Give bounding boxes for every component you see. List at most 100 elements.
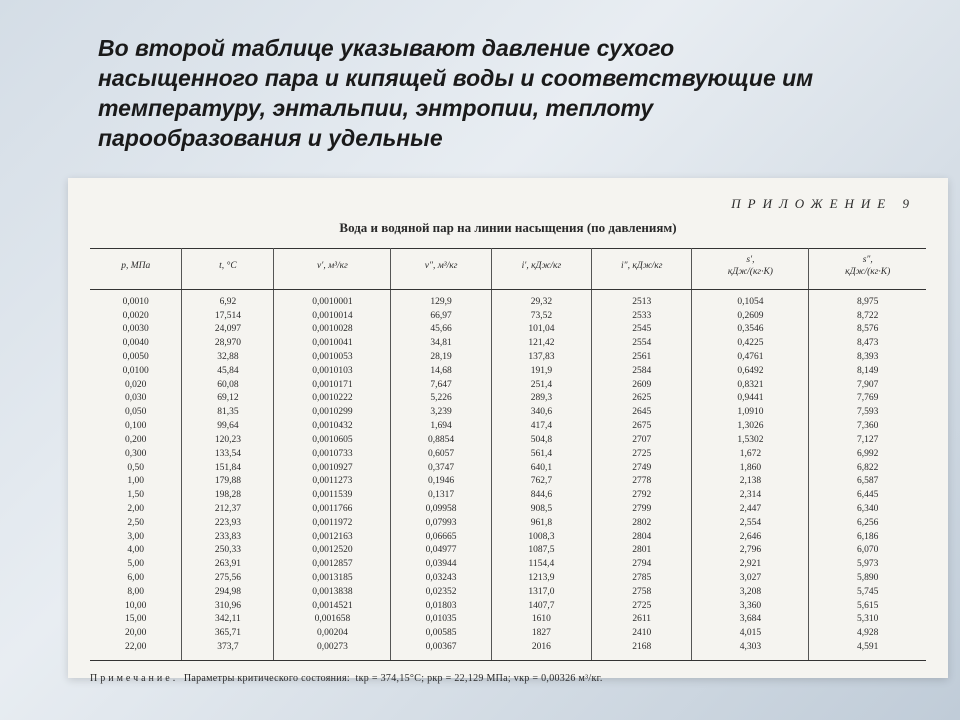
table-cell: 133,54 (182, 447, 274, 461)
table-cell: 4,303 (692, 641, 809, 661)
table-cell: 121,42 (491, 337, 591, 351)
table-cell: 4,00 (90, 544, 182, 558)
table-cell: 908,5 (491, 502, 591, 516)
table-cell: 2545 (592, 323, 692, 337)
table-cell: 22,00 (90, 641, 182, 661)
table-cell: 0,01035 (391, 613, 491, 627)
table-cell: 2799 (592, 502, 692, 516)
footnote-label: Примечание. (90, 673, 178, 684)
table-cell: 0,00204 (274, 627, 391, 641)
table-cell: 7,647 (391, 378, 491, 392)
table-cell: 0,0010103 (274, 364, 391, 378)
table-cell: 7,907 (809, 378, 926, 392)
table-cell: 0,0011972 (274, 516, 391, 530)
table-cell: 5,890 (809, 572, 926, 586)
table-cell: 99,64 (182, 420, 274, 434)
table-cell: 120,23 (182, 433, 274, 447)
table-cell: 14,68 (391, 364, 491, 378)
saturation-data-table: p, МПаt, °Cv′, м³/кгv″, м³/кгi′, кДж/кгi… (90, 248, 926, 661)
table-cell: 0,100 (90, 420, 182, 434)
table-row: 4,00250,330,00125200,049771087,528012,79… (90, 544, 926, 558)
table-cell: 2609 (592, 378, 692, 392)
table-cell: 69,12 (182, 392, 274, 406)
table-cell: 844,6 (491, 489, 591, 503)
table-cell: 373,7 (182, 641, 274, 661)
table-row: 0,200120,230,00106050,8854504,827071,530… (90, 433, 926, 447)
table-cell: 1407,7 (491, 599, 591, 613)
table-cell: 1827 (491, 627, 591, 641)
table-cell: 29,32 (491, 289, 591, 309)
table-cell: 0,2609 (692, 309, 809, 323)
table-cell: 2016 (491, 641, 591, 661)
table-cell: 1,50 (90, 489, 182, 503)
column-header: v″, м³/кг (391, 249, 491, 290)
table-cell: 0,0012520 (274, 544, 391, 558)
table-cell: 5,00 (90, 558, 182, 572)
footnote-values: tкр = 374,15°C; pкр = 22,129 МПа; vкр = … (356, 673, 603, 684)
table-cell: 0,00367 (391, 641, 491, 661)
table-cell: 0,6492 (692, 364, 809, 378)
table-cell: 504,8 (491, 433, 591, 447)
table-row: 0,002017,5140,001001466,9773,5225330,260… (90, 309, 926, 323)
column-header: i′, кДж/кг (491, 249, 591, 290)
table-cell: 2561 (592, 351, 692, 365)
table-cell: 275,56 (182, 572, 274, 586)
table-cell: 0,0030 (90, 323, 182, 337)
table-cell: 0,200 (90, 433, 182, 447)
table-cell: 3,360 (692, 599, 809, 613)
table-cell: 7,127 (809, 433, 926, 447)
table-cell: 0,06665 (391, 530, 491, 544)
table-cell: 289,3 (491, 392, 591, 406)
table-cell: 365,71 (182, 627, 274, 641)
table-cell: 0,030 (90, 392, 182, 406)
table-cell: 2725 (592, 447, 692, 461)
table-row: 6,00275,560,00131850,032431213,927853,02… (90, 572, 926, 586)
table-cell: 0,03243 (391, 572, 491, 586)
table-cell: 17,514 (182, 309, 274, 323)
table-cell: 0,04977 (391, 544, 491, 558)
table-cell: 2792 (592, 489, 692, 503)
table-cell: 28,19 (391, 351, 491, 365)
table-cell: 2725 (592, 599, 692, 613)
table-cell: 7,360 (809, 420, 926, 434)
table-body: 0,00106,920,0010001129,929,3225130,10548… (90, 289, 926, 660)
table-cell: 81,35 (182, 406, 274, 420)
table-cell: 24,097 (182, 323, 274, 337)
table-cell: 0,07993 (391, 516, 491, 530)
table-cell: 961,8 (491, 516, 591, 530)
table-cell: 2611 (592, 613, 692, 627)
table-cell: 0,02352 (391, 585, 491, 599)
table-cell: 0,300 (90, 447, 182, 461)
table-cell: 3,027 (692, 572, 809, 586)
description-paragraph: Во второй таблице указывают давление сух… (98, 34, 818, 154)
table-cell: 6,340 (809, 502, 926, 516)
table-cell: 45,84 (182, 364, 274, 378)
table-cell: 2804 (592, 530, 692, 544)
table-cell: 4,015 (692, 627, 809, 641)
appendix-label: ПРИЛОЖЕНИЕ 9 (90, 196, 926, 212)
column-header: i″, кДж/кг (592, 249, 692, 290)
table-cell: 0,00585 (391, 627, 491, 641)
table-cell: 0,0050 (90, 351, 182, 365)
table-cell: 191,9 (491, 364, 591, 378)
table-cell: 2785 (592, 572, 692, 586)
table-cell: 0,0010041 (274, 337, 391, 351)
table-cell: 2,138 (692, 475, 809, 489)
table-cell: 8,149 (809, 364, 926, 378)
table-cell: 198,28 (182, 489, 274, 503)
table-cell: 762,7 (491, 475, 591, 489)
table-cell: 0,3546 (692, 323, 809, 337)
table-cell: 2410 (592, 627, 692, 641)
table-cell: 5,973 (809, 558, 926, 572)
table-cell: 1,3026 (692, 420, 809, 434)
table-cell: 6,186 (809, 530, 926, 544)
table-header-row: p, МПаt, °Cv′, м³/кгv″, м³/кгi′, кДж/кгi… (90, 249, 926, 290)
column-header: t, °C (182, 249, 274, 290)
table-cell: 0,001658 (274, 613, 391, 627)
table-cell: 0,0010171 (274, 378, 391, 392)
table-row: 0,010045,840,001010314,68191,925840,6492… (90, 364, 926, 378)
table-cell: 0,03944 (391, 558, 491, 572)
table-cell: 2,00 (90, 502, 182, 516)
table-cell: 20,00 (90, 627, 182, 641)
table-cell: 0,0011539 (274, 489, 391, 503)
